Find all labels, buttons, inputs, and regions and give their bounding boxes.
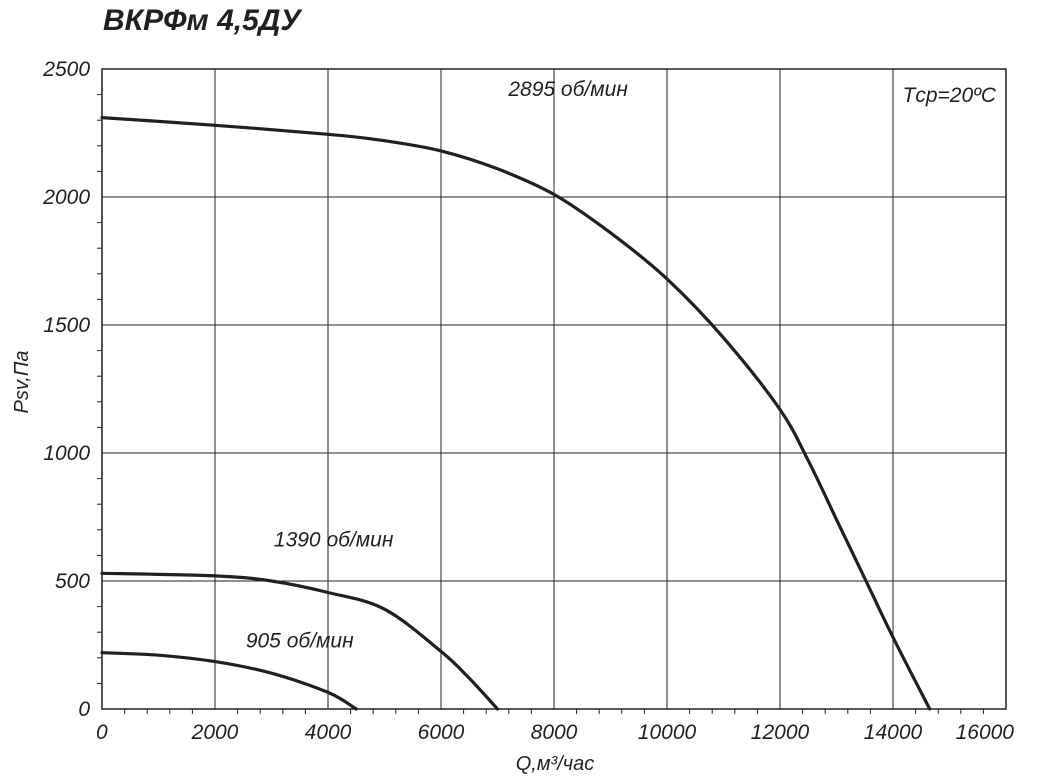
x-tick-label-5: 10000	[638, 721, 697, 744]
x-tick-label-1: 2000	[191, 721, 239, 744]
x-tick-labels: 0 2000 4000 6000 8000 10000 12000 14000 16000	[96, 721, 1014, 744]
x-tick-label-4: 8000	[531, 721, 578, 744]
y-tick-label-5: 2500	[42, 58, 90, 81]
y-tick-labels: 0 500 1000 1500 2000 2500	[42, 58, 90, 721]
y-tick-label-1: 500	[55, 570, 90, 593]
temperature-annotation: Tср=20ºС	[903, 84, 997, 107]
x-tick-label-3: 6000	[418, 721, 465, 744]
grid	[101, 68, 1007, 710]
x-tick-label-7: 14000	[864, 721, 923, 744]
series-line-2	[100, 651, 358, 711]
x-tick-label-2: 4000	[305, 721, 352, 744]
curve-labels: 2895 об/мин 1390 об/мин 905 об/мин	[246, 78, 628, 653]
y-tick-label-2: 1000	[43, 442, 90, 465]
plot-frame	[101, 68, 1007, 710]
series-label-2: 905 об/мин	[246, 630, 354, 653]
y-tick-label-0: 0	[78, 698, 90, 721]
x-tick-label-8: 16000	[956, 721, 1015, 744]
curves	[100, 116, 932, 711]
y-axis-label: Psv,Па	[11, 350, 33, 413]
series-line-1	[100, 571, 500, 711]
x-tick-label-0: 0	[96, 721, 108, 744]
x-tick-label-6: 12000	[751, 721, 810, 744]
series-line-0	[100, 116, 932, 711]
series-label-0: 2895 об/мин	[507, 78, 628, 101]
y-tick-label-3: 1500	[43, 314, 90, 337]
series-label-1: 1390 об/мин	[274, 528, 394, 551]
y-tick-label-4: 2000	[42, 186, 90, 209]
minor-ticks	[97, 94, 984, 714]
x-axis-label: Q,м³/час	[516, 753, 595, 775]
chart-title: ВКРФм 4,5ДУ	[103, 4, 303, 37]
